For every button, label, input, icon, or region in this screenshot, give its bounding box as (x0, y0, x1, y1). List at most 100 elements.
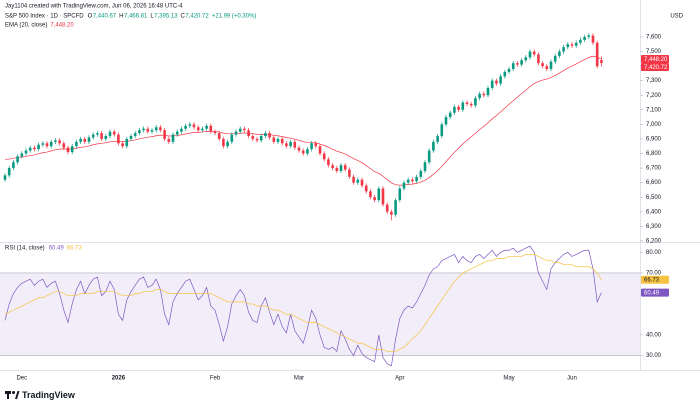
candle-body (377, 188, 381, 201)
candle-body (96, 133, 99, 135)
candle-body (7, 168, 11, 176)
candle-body (217, 133, 221, 139)
legend-series-value: 66.73 (67, 246, 83, 252)
legend-series-value: 60.49 (49, 246, 65, 252)
last-value-label: 60.49 (644, 290, 660, 296)
logo-shape (7, 391, 9, 399)
x-tick-label: Mar (294, 376, 304, 382)
y-tick-label: 30.00 (646, 353, 662, 359)
candle-body (196, 127, 200, 131)
y-tick-label: 6,500 (646, 195, 662, 201)
candle-body (579, 39, 582, 43)
candle-body (226, 141, 229, 147)
legend-title: RSI (14, close) (5, 246, 45, 252)
candle-body (45, 143, 49, 147)
candle-body (268, 133, 271, 138)
candle-body (541, 63, 544, 67)
legend-title: S&P 500 Index · 1D · SPCFD (5, 14, 84, 20)
candle-body (285, 143, 288, 147)
candle-body (180, 128, 183, 132)
legend-key: H (119, 14, 123, 20)
last-value-label: 66.73 (644, 278, 660, 284)
candle-body (440, 124, 444, 137)
legend-change: +21.99 (+0.30%) (212, 14, 257, 20)
candle-body (54, 140, 57, 142)
candle-body (348, 169, 351, 177)
candle-body (415, 176, 418, 182)
candle-body (289, 141, 292, 147)
candle-body (280, 138, 284, 144)
y-tick-label: 6,700 (646, 166, 662, 172)
candle-body (360, 179, 364, 186)
legend-series-name: EMA (20, close) (5, 23, 47, 29)
candle-body (24, 150, 28, 154)
logo-shape (15, 391, 20, 399)
last-value-box (641, 288, 669, 297)
candle-body (28, 147, 32, 151)
candle-body (20, 153, 24, 157)
candle-body (398, 188, 402, 201)
candle-body (490, 80, 494, 88)
candle-body (436, 136, 439, 142)
candle-body (222, 138, 225, 147)
candle-body (528, 51, 532, 58)
candle-body (259, 136, 263, 141)
candle-body (499, 76, 502, 84)
candle-body (129, 136, 133, 139)
candle-body (406, 179, 410, 183)
credit: Jay1104 created with TradingView.com, Ju… (5, 4, 183, 10)
candle-body (184, 125, 187, 129)
candle-body (469, 103, 473, 106)
candle-body (264, 133, 267, 137)
candle-body (574, 42, 578, 46)
rsi-band (0, 272, 640, 356)
candle-body (524, 57, 528, 61)
candle-body (566, 44, 570, 48)
candle-body (121, 143, 124, 147)
x-tick-label: May (503, 376, 514, 382)
candle-body (511, 63, 515, 69)
candle-body (465, 102, 469, 104)
last-value-box (641, 55, 669, 64)
candle-body (390, 211, 393, 215)
candle-body (457, 106, 460, 110)
y-tick-label: 6,800 (646, 151, 662, 157)
candle-body (138, 130, 141, 134)
candle-body (381, 188, 385, 205)
candle-body (301, 150, 305, 154)
logo-shape (12, 391, 15, 394)
candle-body (62, 143, 66, 148)
candle-body (175, 131, 179, 135)
candle-body (201, 128, 204, 131)
candle-body (209, 125, 213, 132)
candle-body (87, 137, 91, 142)
legend-key: O (88, 14, 93, 20)
candle-body (171, 134, 175, 142)
candle-body (558, 51, 561, 56)
y-tick-label: 6,900 (646, 137, 662, 143)
candle-body (108, 131, 112, 137)
candle-body (318, 146, 322, 154)
x-tick-label: Jun (567, 376, 577, 382)
candle-body (314, 143, 318, 147)
candle-body (327, 159, 330, 166)
candle-body (205, 125, 208, 129)
legend-key: C (181, 14, 186, 20)
candle-body (49, 141, 53, 147)
candle-body (188, 124, 192, 126)
y-tick-label: 70.00 (646, 271, 662, 277)
line-series (4, 254, 602, 352)
candle-body (117, 134, 120, 144)
candle-body (562, 47, 565, 52)
candle-body (402, 182, 406, 189)
candle-body (83, 138, 87, 142)
candle-body (432, 141, 435, 151)
candle-body (516, 63, 519, 65)
candle-body (486, 87, 490, 96)
candle-body (104, 136, 108, 139)
candle-body (247, 130, 250, 137)
candle-body (595, 42, 599, 67)
candle-body (75, 141, 78, 147)
candle-body (16, 156, 19, 163)
